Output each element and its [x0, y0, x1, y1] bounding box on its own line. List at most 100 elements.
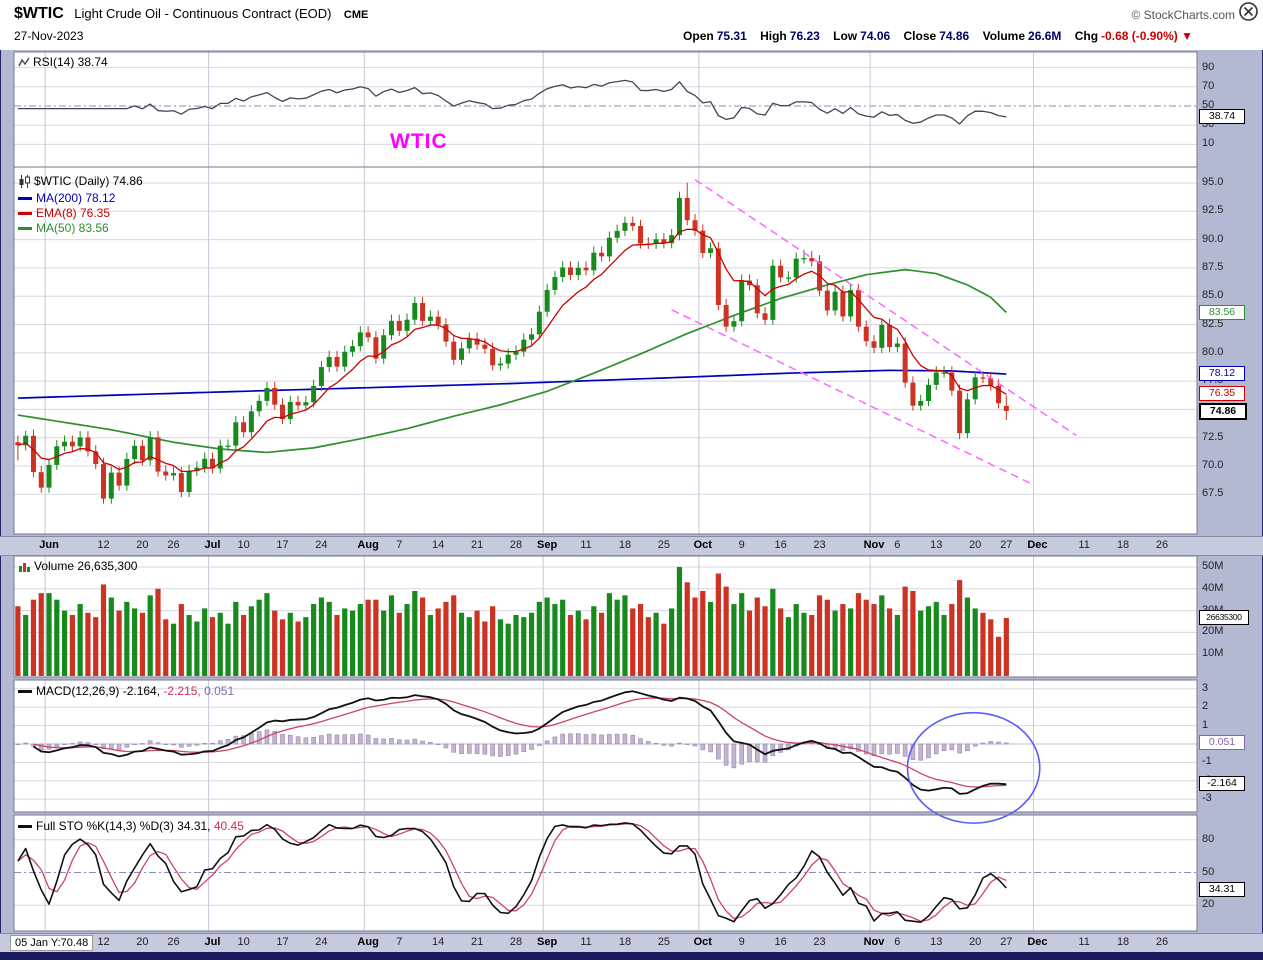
macd-histogram-bar [451, 743, 457, 753]
volume-bar [645, 617, 651, 676]
candle-body [241, 422, 247, 433]
volume-legend-label: Volume 26,635,300 [34, 559, 138, 573]
macd-histogram-bar [350, 734, 355, 745]
bottom-bar [0, 952, 1263, 960]
volume-bar [272, 610, 278, 676]
date-label: 26 [1155, 539, 1169, 551]
candle-body [287, 401, 293, 420]
candle-body [334, 356, 340, 367]
volume-bar [303, 617, 309, 676]
candle-body [980, 377, 986, 379]
volume-bar [311, 604, 317, 676]
volume-bar [116, 610, 122, 676]
candle-body [186, 470, 192, 493]
ema8-swatch-icon [18, 212, 32, 216]
volume-bar [23, 614, 29, 676]
macd-histogram-bar [428, 742, 433, 745]
date-label: 18 [1116, 539, 1130, 551]
date-label: 21 [470, 936, 484, 948]
date-label: 25 [657, 936, 670, 948]
volume-bar [692, 597, 698, 676]
candle-body [871, 341, 877, 348]
macd-histogram-bar [295, 736, 301, 745]
candle-body [793, 258, 799, 278]
volume-bar [583, 619, 589, 676]
candle-body [217, 445, 223, 469]
volume-bar [186, 614, 192, 676]
candle-body [388, 320, 394, 336]
macd-histogram-bar [373, 738, 379, 745]
date-label: 28 [509, 936, 523, 948]
macd-histogram-bar [435, 743, 441, 745]
candle-body [910, 382, 916, 406]
high-value: 76.23 [789, 29, 820, 43]
candle-body [194, 467, 200, 471]
ma200-swatch-icon [18, 197, 32, 201]
volume-bar [871, 604, 877, 676]
volume-bar [684, 582, 690, 676]
candle-body [941, 372, 947, 374]
macd-histogram-bar [677, 742, 682, 745]
volume-bars-icon [19, 563, 30, 573]
macd-histogram-bar [498, 743, 503, 757]
macd-histogram-bar [155, 742, 161, 745]
price-legend-label: $WTIC (Daily) 74.86 [34, 174, 143, 188]
date-label: 23 [813, 936, 826, 948]
candle-body [638, 226, 644, 244]
ema8-legend: EMA(8) 76.35 [18, 206, 110, 220]
volume-bar [848, 608, 854, 676]
candle-body [311, 385, 317, 403]
candle-body [529, 334, 535, 340]
volume-bar [155, 588, 161, 676]
close-icon[interactable] [1238, 1, 1259, 22]
macd-histogram-bar [217, 740, 223, 745]
candle-body [801, 258, 807, 260]
macd-histogram-bar [926, 743, 931, 759]
date-label: Jul [204, 936, 221, 948]
macd-histogram-bar [575, 733, 581, 745]
volume-bar [855, 593, 862, 676]
candle-body [396, 320, 402, 331]
volume-bar [435, 608, 441, 676]
volume-bar [902, 586, 908, 676]
macd-histogram-bar [287, 734, 293, 745]
candle-body [715, 248, 721, 306]
macd-histogram-bar [684, 743, 690, 745]
date-label: 26 [167, 539, 180, 551]
candle-body [933, 372, 939, 385]
volume-bar [661, 623, 667, 676]
volume-bar [388, 595, 395, 676]
macd-histogram-bar [513, 743, 519, 755]
candle-body [669, 235, 675, 244]
candle-body [957, 390, 963, 434]
macd-histogram-bar [303, 737, 309, 745]
macd-signal-legend-label: -2.215, [163, 684, 201, 698]
macd-histogram-bar [941, 743, 947, 752]
macd-histogram-bar [334, 734, 340, 745]
macd-histogram-bar [256, 731, 262, 745]
date-label: 10 [237, 539, 250, 551]
macd-histogram-bar [171, 743, 176, 746]
candle-body [116, 472, 122, 486]
volume-bar [38, 593, 44, 676]
volume-bar [809, 614, 815, 676]
sto-legend-label: Full STO %K(14,3) %D(3) 34.31, [36, 819, 211, 833]
candle-body [684, 197, 690, 221]
macd-histogram-bar [607, 734, 612, 745]
candle-body [77, 437, 83, 447]
volume-bar [567, 614, 574, 676]
volume-bar [941, 614, 947, 676]
macd-histogram-bar [38, 743, 44, 751]
price-panel-border [13, 166, 1198, 535]
low-value: 74.06 [860, 29, 891, 43]
volume-bar [381, 610, 387, 676]
exchange-label: CME [343, 9, 369, 21]
macd-histogram-bar [871, 743, 877, 757]
macd-line [32, 690, 1007, 795]
date-label: Aug [357, 936, 379, 948]
date-label: Sep [537, 539, 558, 551]
date-label: Oct [693, 539, 712, 551]
macd-histogram-bar [466, 743, 472, 754]
volume-bar [863, 599, 869, 676]
candle-body [653, 239, 659, 244]
